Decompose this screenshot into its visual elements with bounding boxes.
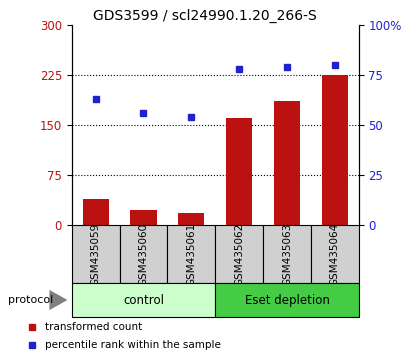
Text: GSM435063: GSM435063 (281, 222, 291, 286)
Polygon shape (49, 290, 67, 310)
Bar (215, 225, 263, 283)
Bar (215, 283, 358, 317)
Text: GDS3599 / scl24990.1.20_266-S: GDS3599 / scl24990.1.20_266-S (93, 9, 316, 23)
Text: percentile rank within the sample: percentile rank within the sample (45, 340, 220, 350)
Bar (321, 75, 347, 225)
Text: GSM435064: GSM435064 (329, 222, 339, 286)
Text: control: control (123, 293, 164, 307)
Bar (225, 118, 252, 225)
Bar (72, 283, 215, 317)
Bar (178, 213, 204, 225)
Text: protocol: protocol (8, 295, 53, 305)
Text: Eset depletion: Eset depletion (244, 293, 329, 307)
Bar (130, 210, 156, 225)
Bar (167, 225, 215, 283)
Bar (82, 199, 108, 225)
Bar (310, 225, 358, 283)
Text: transformed count: transformed count (45, 322, 142, 332)
Bar (119, 225, 167, 283)
Bar (263, 225, 310, 283)
Bar (72, 225, 119, 283)
Text: GSM435062: GSM435062 (234, 222, 244, 286)
Text: GSM435061: GSM435061 (186, 222, 196, 286)
Text: GSM435060: GSM435060 (138, 222, 148, 286)
Bar (273, 102, 299, 225)
Text: GSM435059: GSM435059 (90, 222, 101, 286)
